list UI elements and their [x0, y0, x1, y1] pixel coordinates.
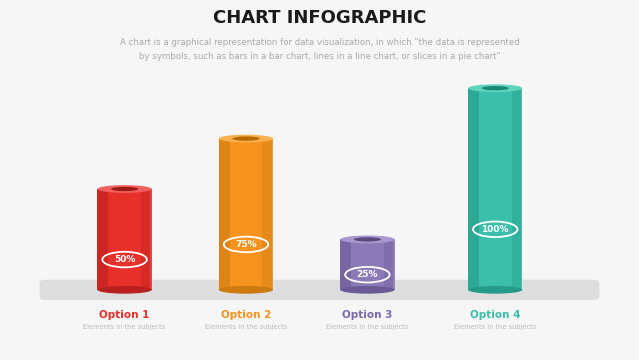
Bar [219, 139, 230, 290]
Bar [219, 139, 273, 290]
Ellipse shape [482, 86, 509, 90]
FancyBboxPatch shape [40, 280, 599, 300]
Ellipse shape [111, 187, 138, 191]
Ellipse shape [233, 136, 259, 141]
Bar [393, 239, 396, 290]
Bar [262, 139, 273, 290]
Text: Option 4: Option 4 [470, 310, 521, 320]
Ellipse shape [354, 237, 381, 242]
Text: Elements in the subjects: Elements in the subjects [327, 324, 408, 330]
Text: CHART INFOGRAPHIC: CHART INFOGRAPHIC [213, 9, 426, 27]
Text: Option 3: Option 3 [343, 310, 392, 320]
Text: Elements in the subjects: Elements in the subjects [84, 324, 166, 330]
Text: 75%: 75% [235, 240, 257, 249]
Text: 100%: 100% [481, 225, 509, 234]
Bar [141, 189, 152, 290]
Text: Option 2: Option 2 [221, 310, 271, 320]
Bar [511, 88, 523, 290]
Ellipse shape [468, 286, 523, 294]
Ellipse shape [219, 286, 273, 294]
Bar [150, 189, 153, 290]
Bar [383, 239, 394, 290]
Bar [97, 189, 108, 290]
Ellipse shape [468, 84, 523, 92]
Text: Elements in the subjects: Elements in the subjects [205, 324, 287, 330]
Bar [340, 239, 351, 290]
Bar [97, 189, 152, 290]
Bar [272, 139, 275, 290]
Bar [468, 88, 523, 290]
Bar [340, 239, 394, 290]
Ellipse shape [219, 135, 273, 143]
Ellipse shape [98, 185, 152, 193]
Ellipse shape [340, 235, 394, 243]
Ellipse shape [340, 286, 394, 294]
Ellipse shape [98, 286, 152, 294]
Bar [521, 88, 524, 290]
Text: 50%: 50% [114, 255, 135, 264]
Text: Elements in the subjects: Elements in the subjects [454, 324, 536, 330]
Text: Option 1: Option 1 [100, 310, 150, 320]
Text: A chart is a graphical representation for data visualization, in which "the data: A chart is a graphical representation fo… [119, 38, 520, 61]
Text: 25%: 25% [357, 270, 378, 279]
Bar [468, 88, 479, 290]
